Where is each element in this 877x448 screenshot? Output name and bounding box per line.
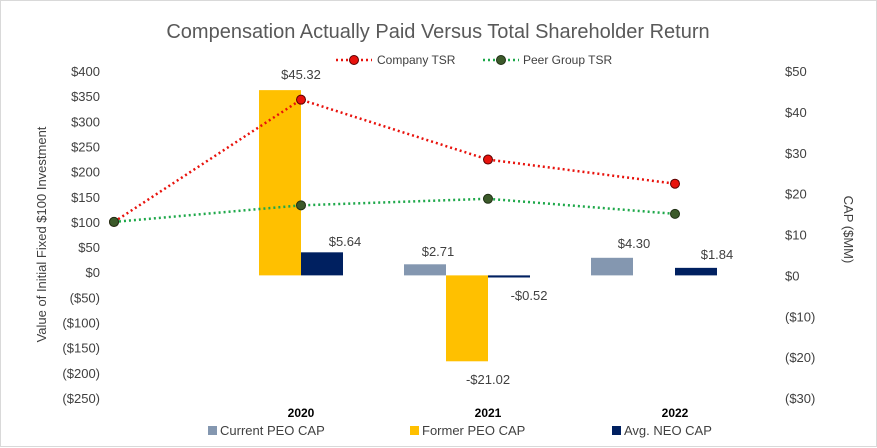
point-peer-group-tsr-start <box>109 216 119 227</box>
chart-title: Compensation Actually Paid Versus Total … <box>166 21 709 43</box>
point-peer-group-tsr-2022 <box>670 208 680 219</box>
right-tick-label: ($20) <box>785 350 815 365</box>
category-label-2022: 2022 <box>662 406 689 420</box>
left-tick-label: $350 <box>71 89 100 104</box>
left-tick-label: $300 <box>71 114 100 129</box>
data-label-current-peo-cap-2022: $4.30 <box>618 236 651 251</box>
category-label-2020: 2020 <box>288 406 315 420</box>
data-label-former-peo-cap-2021: -$21.02 <box>466 372 510 387</box>
legend-label-peer-group-tsr: Peer Group TSR <box>523 53 612 67</box>
axes: $400 $350 $300 $250 $200 $150 $100 $50 $0 ($50) ($… <box>34 64 856 420</box>
right-tick-label: $0 <box>785 268 799 283</box>
category-label-2021: 2021 <box>475 406 502 420</box>
left-tick-label: $150 <box>71 190 100 205</box>
left-tick-label: ($50) <box>70 290 100 305</box>
left-axis-title: Value of Initial Fixed $100 Investment <box>34 126 49 342</box>
bar-former-peo-cap-2020 <box>259 90 301 276</box>
legend-label-current-peo-cap: Current PEO CAP <box>220 423 325 438</box>
data-label-former-peo-cap-2020: $45.32 <box>281 67 321 82</box>
line-company-tsr <box>113 98 676 223</box>
bars <box>259 90 717 362</box>
point-company-tsr-2021 <box>483 154 493 165</box>
bar-avg-neo-cap-2020 <box>301 252 343 276</box>
right-tick-label: $50 <box>785 64 807 79</box>
left-tick-label: $250 <box>71 139 100 154</box>
legend-item-current-peo-cap: Current PEO CAP <box>208 423 325 438</box>
right-tick-label: $10 <box>785 228 807 243</box>
tsr-lines <box>109 94 680 227</box>
left-tick-label: ($150) <box>62 341 100 356</box>
legend-item-peer-group-tsr: Peer Group TSR <box>483 53 612 67</box>
left-tick-label: $100 <box>71 215 100 230</box>
left-tick-label: ($200) <box>62 366 100 381</box>
bar-current-peo-cap-2022 <box>591 257 633 276</box>
legend-label-former-peo-cap: Former PEO CAP <box>422 423 525 438</box>
point-company-tsr-2020 <box>296 94 306 105</box>
point-company-tsr-2022 <box>670 178 680 189</box>
right-tick-label: ($30) <box>785 391 815 406</box>
left-tick-label: $0 <box>86 265 100 280</box>
bar-avg-neo-cap-2022 <box>675 267 717 276</box>
left-tick-label: ($100) <box>62 316 100 331</box>
right-tick-label: ($10) <box>785 309 815 324</box>
legend-label-company-tsr: Company TSR <box>377 53 456 67</box>
right-axis-title: CAP ($MM) <box>841 196 856 264</box>
left-tick-label: $200 <box>71 165 100 180</box>
legend-item-company-tsr: Company TSR <box>336 53 456 67</box>
legend-item-avg-neo-cap: Avg. NEO CAP <box>612 423 712 438</box>
bar-avg-neo-cap-2021 <box>488 275 530 278</box>
data-label-current-peo-cap-2021: $2.71 <box>422 244 455 259</box>
right-tick-label: $20 <box>785 187 807 202</box>
bar-former-peo-cap-2021 <box>446 275 488 362</box>
point-peer-group-tsr-2020 <box>296 200 306 211</box>
bar-current-peo-cap-2021 <box>404 264 446 276</box>
bottom-legend: Current PEO CAP Former PEO CAP Avg. NEO … <box>208 423 712 438</box>
data-labels: $2.71 $4.30 $45.32 -$21.02 $5.64 -$0.52 $1.84 <box>281 67 733 387</box>
line-peer-group-tsr <box>113 197 676 224</box>
left-tick-label: ($250) <box>62 391 100 406</box>
right-tick-label: $30 <box>785 146 807 161</box>
legend-item-former-peo-cap: Former PEO CAP <box>410 423 525 438</box>
data-label-avg-neo-cap-2020: $5.64 <box>329 234 362 249</box>
top-legend: Company TSR Peer Group TSR <box>336 53 612 67</box>
left-tick-label: $400 <box>71 64 100 79</box>
left-tick-label: $50 <box>78 240 100 255</box>
data-label-avg-neo-cap-2022: $1.84 <box>701 247 734 262</box>
legend-label-avg-neo-cap: Avg. NEO CAP <box>624 423 712 438</box>
data-label-avg-neo-cap-2021: -$0.52 <box>511 288 548 303</box>
right-tick-label: $40 <box>785 105 807 120</box>
point-peer-group-tsr-2021 <box>483 193 493 204</box>
